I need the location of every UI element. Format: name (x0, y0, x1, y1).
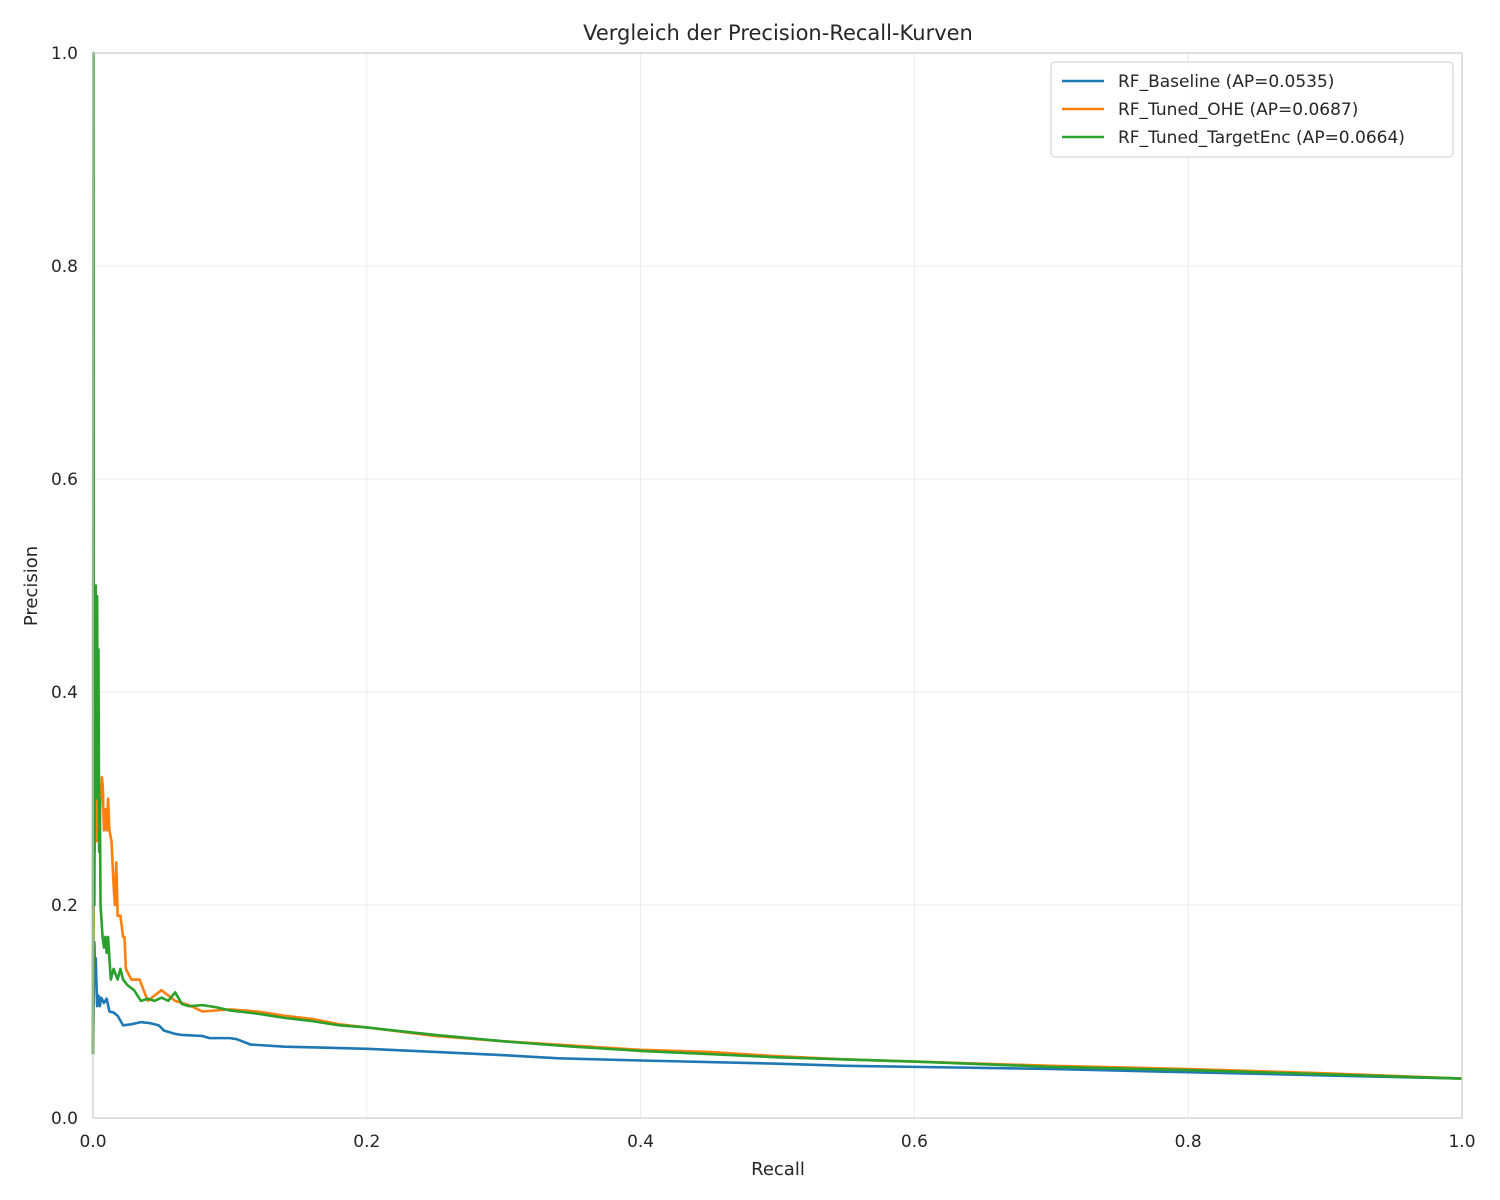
plot-frame (92, 52, 1463, 1119)
legend: RF_Baseline (AP=0.0535) RF_Tuned_OHE (AP=… (1050, 61, 1454, 158)
curves-layer (91, 51, 1463, 1080)
pr-curve-series-2 (91, 51, 1463, 1080)
y-tick-label: 0.6 (51, 470, 78, 490)
y-tick-label: 0.4 (51, 683, 78, 703)
legend-box (1050, 61, 1454, 158)
x-tick-label: 0.2 (353, 1132, 380, 1152)
y-tick-labels: 0.0 0.2 0.4 0.6 0.8 1.0 (51, 44, 78, 1129)
x-tick-label: 1.0 (1448, 1132, 1475, 1152)
x-axis-label: Recall (751, 1159, 805, 1180)
x-tick-label: 0.6 (901, 1132, 928, 1152)
x-tick-label: 0.8 (1175, 1132, 1202, 1152)
legend-entry-label: RF_Tuned_TargetEnc (AP=0.0664) (1118, 128, 1405, 148)
x-tick-label: 0.0 (79, 1132, 106, 1152)
x-tick-labels: 0.0 0.2 0.4 0.6 0.8 1.0 (79, 1132, 1475, 1152)
pr-curve-series-0 (91, 940, 1463, 1080)
x-tick-label: 0.4 (627, 1132, 654, 1152)
chart-title: Vergleich der Precision-Recall-Kurven (583, 21, 973, 45)
y-tick-label: 0.2 (51, 896, 78, 916)
y-tick-label: 0.8 (51, 257, 78, 277)
y-tick-label: 1.0 (51, 44, 78, 64)
y-axis-label: Precision (21, 546, 42, 626)
legend-entry-label: RF_Tuned_OHE (AP=0.0687) (1118, 100, 1358, 120)
legend-entry-label: RF_Baseline (AP=0.0535) (1118, 72, 1334, 92)
y-tick-label: 0.0 (51, 1109, 78, 1129)
